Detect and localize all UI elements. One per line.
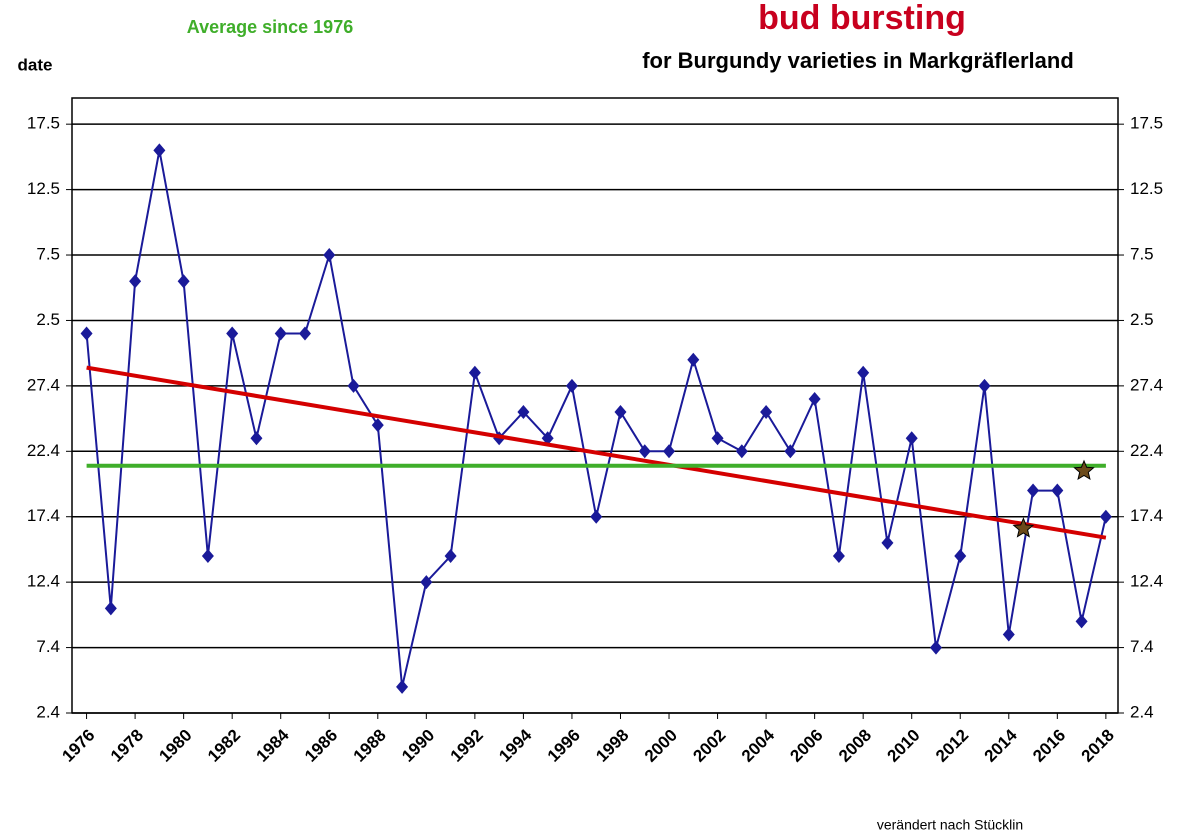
point — [784, 444, 797, 459]
x-tick-label: 1982 — [204, 726, 244, 766]
point — [832, 548, 845, 563]
y2-tick-label: 17.4 — [1130, 506, 1163, 525]
point — [760, 405, 773, 420]
y-tick-label: 7.4 — [36, 637, 60, 656]
point — [468, 365, 481, 380]
legend-entry: Average since 1976 — [187, 17, 353, 37]
star-point — [1073, 459, 1095, 481]
point — [298, 326, 311, 341]
point — [323, 248, 336, 263]
annotation: verändert nach Stücklin — [877, 817, 1023, 833]
x-tick-label: 2006 — [786, 726, 826, 766]
y2-tick-label: 7.5 — [1130, 245, 1154, 264]
x-tick-label: 2008 — [835, 726, 875, 766]
y-tick-label: 17.5 — [27, 114, 60, 133]
point — [663, 444, 676, 459]
y2-tick-label: 2.4 — [1130, 702, 1154, 721]
x-tick-label: 2004 — [738, 725, 779, 766]
x-tick-label: 2018 — [1078, 726, 1118, 766]
point — [444, 548, 457, 563]
y2-tick-label: 27.4 — [1130, 375, 1163, 394]
point — [711, 431, 724, 446]
y-tick-label: 12.5 — [27, 179, 60, 198]
y-axis-label: date — [18, 55, 53, 74]
y2-tick-label: 22.4 — [1130, 441, 1163, 460]
point — [614, 405, 627, 420]
point — [153, 143, 166, 158]
y-tick-label: 2.5 — [36, 310, 60, 329]
x-tick-label: 2000 — [641, 726, 681, 766]
point — [371, 418, 384, 433]
y2-tick-label: 7.4 — [1130, 637, 1154, 656]
x-tick-label: 1978 — [107, 726, 147, 766]
point — [226, 326, 239, 341]
x-tick-label: 1996 — [544, 726, 584, 766]
y-tick-label: 7.5 — [36, 245, 60, 264]
point — [1099, 509, 1112, 524]
x-tick-label: 2014 — [981, 725, 1022, 766]
x-tick-label: 1988 — [350, 726, 390, 766]
x-tick-label: 1980 — [155, 726, 195, 766]
y2-tick-label: 12.4 — [1130, 572, 1163, 591]
point — [420, 575, 433, 590]
x-tick-label: 2010 — [884, 726, 924, 766]
point — [517, 405, 530, 420]
point — [857, 365, 870, 380]
x-tick-label: 2016 — [1029, 726, 1069, 766]
point — [638, 444, 651, 459]
x-tick-label: 1992 — [447, 726, 487, 766]
point — [929, 640, 942, 655]
y-tick-label: 2.4 — [36, 702, 60, 721]
point — [177, 274, 190, 289]
chart-subtitle: for Burgundy varieties in Markgräflerlan… — [642, 48, 1074, 73]
point — [687, 352, 700, 367]
x-tick-label: 1986 — [301, 726, 341, 766]
y-tick-label: 27.4 — [27, 375, 60, 394]
y-tick-label: 17.4 — [27, 506, 60, 525]
point — [1002, 627, 1015, 642]
chart-title: bud bursting — [758, 0, 966, 37]
point — [1027, 483, 1040, 498]
point — [808, 391, 821, 406]
x-tick-label: 1994 — [495, 725, 536, 766]
point — [1051, 483, 1064, 498]
x-tick-label: 1984 — [253, 725, 294, 766]
y-tick-label: 22.4 — [27, 441, 60, 460]
x-tick-label: 1990 — [398, 726, 438, 766]
point — [590, 509, 603, 524]
point — [978, 378, 991, 393]
star-point — [1012, 517, 1035, 538]
series-line — [86, 365, 1107, 540]
point — [201, 548, 214, 563]
point — [541, 431, 554, 446]
point — [1075, 614, 1088, 629]
point — [129, 274, 142, 289]
point — [565, 378, 578, 393]
y2-tick-label: 2.5 — [1130, 310, 1154, 329]
point — [396, 679, 409, 694]
x-tick-label: 1976 — [58, 726, 98, 766]
point — [347, 378, 360, 393]
point — [954, 548, 967, 563]
x-tick-label: 2012 — [932, 726, 972, 766]
series-line — [85, 150, 1107, 688]
point — [735, 444, 748, 459]
x-tick-label: 1998 — [592, 726, 632, 766]
x-tick-label: 2002 — [689, 726, 729, 766]
point — [905, 431, 918, 446]
point — [80, 326, 93, 341]
point — [274, 326, 287, 341]
y-tick-label: 12.4 — [27, 572, 60, 591]
y2-tick-label: 17.5 — [1130, 114, 1163, 133]
point — [881, 535, 894, 550]
y2-tick-label: 12.5 — [1130, 179, 1163, 198]
point — [104, 601, 117, 616]
point — [250, 431, 263, 446]
